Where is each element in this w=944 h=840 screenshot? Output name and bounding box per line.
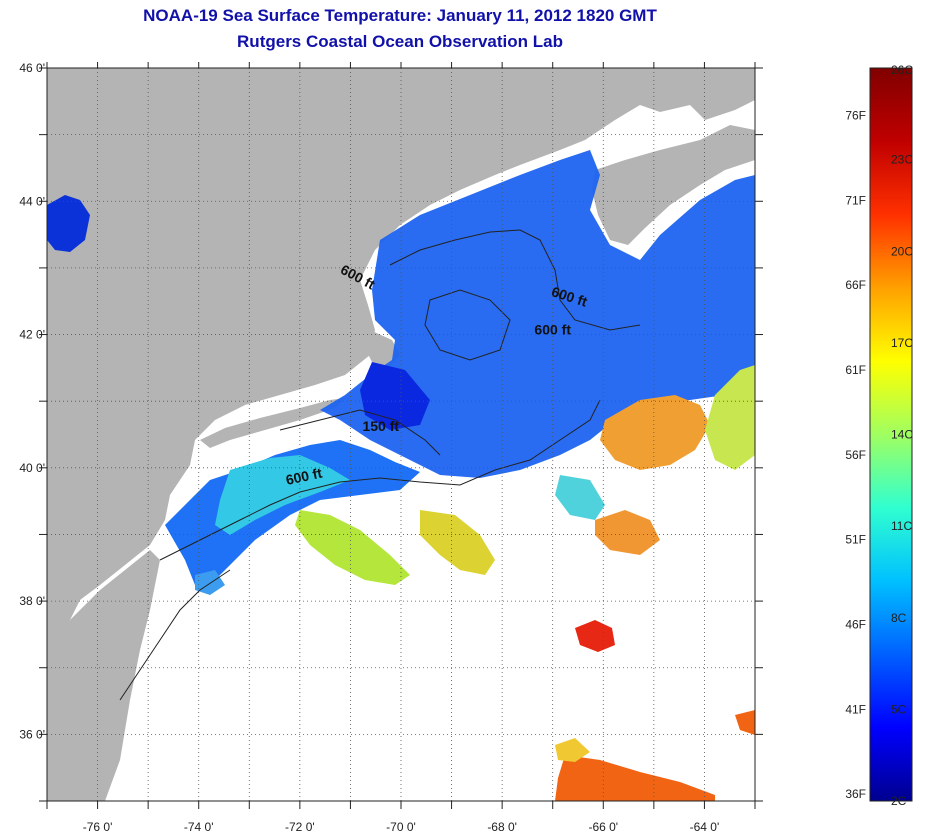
sst-gulf-stream-yellow: [555, 738, 590, 762]
sst-gulf-stream: [555, 755, 715, 801]
x-tick-label: -72 0': [285, 820, 315, 834]
x-tick-label: -68 0': [487, 820, 517, 834]
colorbar-c-label: 8C: [891, 611, 907, 625]
colorbar-c-label: 17C: [891, 336, 913, 350]
sst-mid-patch: [555, 475, 605, 520]
colorbar-f-label: 71F: [845, 193, 866, 207]
x-tick-label: -66 0': [588, 820, 618, 834]
land-long-island: [200, 398, 345, 448]
contour-label: 150 ft: [362, 418, 399, 434]
colorbar-f-label: 76F: [845, 109, 866, 123]
x-tick-label: -76 0': [83, 820, 113, 834]
sst-shelf-break: [215, 455, 350, 535]
colorbar-c-label: 2C: [891, 794, 907, 808]
contour-600ft-gulf: [389, 229, 641, 331]
x-tick-label: -64 0': [690, 820, 720, 834]
sst-east-band: [705, 365, 755, 470]
colorbar-f-label: 51F: [845, 533, 866, 547]
contour-label: 600 ft: [284, 465, 323, 488]
colorbar-f-label: 41F: [845, 702, 866, 716]
sst-layer: [47, 150, 755, 801]
y-tick-label: 38 0': [19, 594, 45, 608]
contour-600ft-shelf: [159, 399, 601, 561]
land-cape-cod: [365, 330, 400, 368]
y-tick-label: 40 0': [19, 461, 45, 475]
colorbar-c-label: 26C: [891, 63, 913, 77]
contour-label: 600 ft: [534, 322, 571, 338]
map-axes: -76 0' -74 0' -72 0' -70 0' -68 0' -66 0' -64 …: [19, 61, 763, 834]
sst-slope-water: [295, 510, 410, 585]
map-title: NOAA-19 Sea Surface Temperature: January…: [143, 6, 657, 25]
land-delmarva: [47, 550, 160, 801]
sst-red-blob: [575, 620, 615, 652]
x-tick-label: -74 0': [184, 820, 214, 834]
colorbar: [869, 67, 913, 802]
contour-nearshore: [119, 569, 231, 701]
y-tick-label: 46 0': [19, 61, 45, 75]
sst-lake: [47, 195, 90, 252]
colorbar-f-label: 56F: [845, 448, 866, 462]
y-tick-label: 36 0': [19, 727, 45, 741]
map-content: [47, 68, 755, 801]
sst-gulf-of-maine: [320, 150, 755, 478]
colorbar-f-label: 66F: [845, 278, 866, 292]
contour-georges: [424, 289, 511, 361]
y-tick-label: 44 0': [19, 194, 45, 208]
colorbar-f-label: 61F: [845, 363, 866, 377]
land-mainland: [47, 68, 755, 660]
sst-cold-nearshore: [360, 362, 430, 430]
sst-orange-patch: [595, 510, 660, 555]
colorbar-c-label: 11C: [891, 519, 912, 533]
colorbar-c-label: 14C: [891, 428, 913, 442]
x-tick-label: -70 0': [386, 820, 416, 834]
colorbar-c-label: 20C: [891, 244, 913, 258]
sst-slope-water-2: [420, 510, 495, 575]
contour-150ft: [279, 409, 441, 456]
colorbar-f-label: 46F: [845, 618, 866, 632]
bathymetry-contours: [119, 229, 641, 701]
land-nova-scotia: [592, 125, 755, 245]
sst-edge-orange: [735, 710, 755, 735]
y-tick-label: 42 0': [19, 328, 45, 342]
sst-warm-eddy: [600, 395, 710, 470]
map-subtitle: Rutgers Coastal Ocean Observation Lab: [237, 32, 563, 51]
colorbar-f-label: 36F: [845, 787, 866, 801]
colorbar-c-label: 23C: [891, 153, 913, 167]
colorbar-labels: 36F 41F 46F 51F 56F 61F 66F 71F 76F 2C 5C 8C 11C 14C 1…: [845, 63, 913, 808]
colorbar-c-label: 5C: [891, 702, 907, 716]
